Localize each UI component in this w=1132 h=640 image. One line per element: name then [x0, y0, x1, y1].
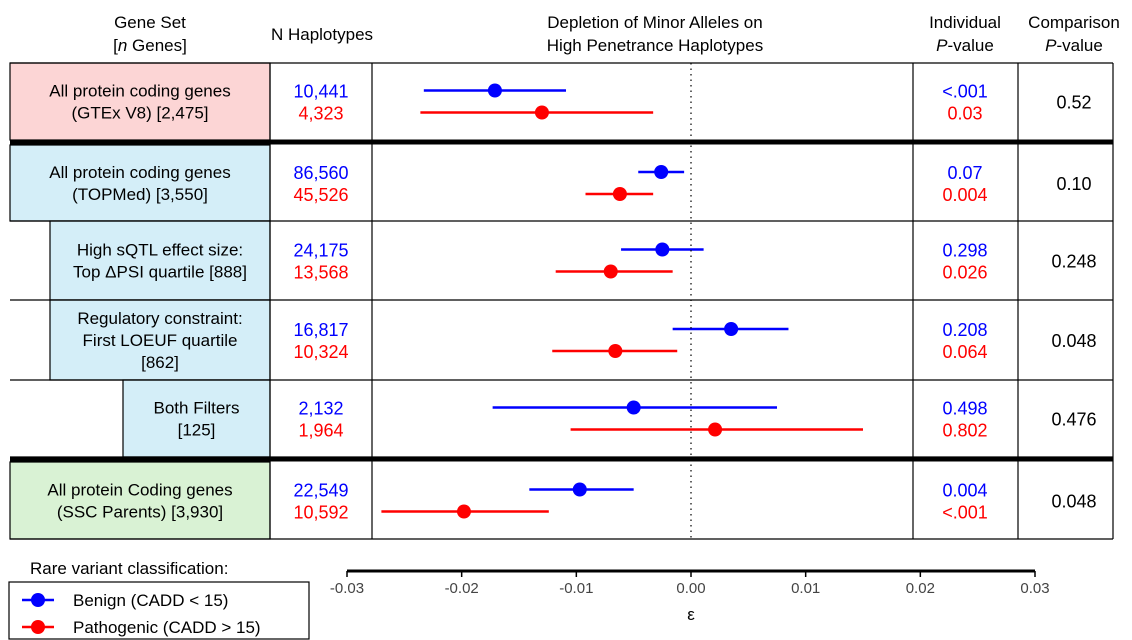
legend-key-point	[31, 593, 45, 607]
n-benign: 2,132	[298, 399, 343, 419]
gene-set-label: Top ΔPSI quartile [888]	[73, 263, 247, 282]
n-pathogenic: 1,964	[298, 421, 343, 441]
row-label-cell	[49, 220, 271, 301]
legend-box	[8, 581, 310, 640]
header-comparison: Comparison	[1028, 13, 1120, 32]
comparison-pvalue: 0.048	[1051, 331, 1096, 351]
pathogenic-point	[603, 264, 618, 279]
pvalue-pathogenic: 0.026	[942, 263, 987, 283]
benign-point	[626, 400, 641, 415]
x-tick-label: 0.02	[906, 580, 935, 597]
x-tick-label: 0.00	[676, 580, 705, 597]
row-label-cell	[49, 299, 271, 381]
benign-point	[572, 482, 587, 497]
gene-set-label: Both Filters	[154, 399, 240, 418]
n-benign: 22,549	[293, 481, 348, 501]
comparison-pvalue: 0.10	[1056, 174, 1091, 194]
pvalue-benign: 0.004	[942, 481, 987, 501]
legend-item: Benign (CADD < 15)	[73, 591, 228, 610]
row-label-cell	[9, 461, 271, 540]
pathogenic-point	[608, 344, 623, 358]
gene-set-label: (GTEx V8) [2,475]	[72, 104, 209, 123]
pvalue-benign: 0.498	[942, 399, 987, 419]
gene-set-label: All protein coding genes	[49, 82, 230, 101]
benign-point	[655, 242, 670, 257]
pathogenic-point	[456, 504, 471, 519]
benign-point	[487, 83, 502, 98]
benign-point	[654, 165, 669, 179]
n-benign: 86,560	[293, 163, 348, 183]
x-tick-label: -0.03	[330, 580, 364, 597]
n-pathogenic: 45,526	[293, 185, 348, 205]
comparison-pvalue: 0.248	[1051, 252, 1096, 272]
n-pathogenic: 10,592	[293, 503, 348, 523]
n-pathogenic: 13,568	[293, 263, 348, 283]
gene-set-label: [125]	[178, 421, 216, 440]
n-benign: 16,817	[293, 320, 348, 340]
pvalue-pathogenic: 0.064	[942, 342, 987, 362]
pvalue-pathogenic: 0.004	[942, 185, 987, 205]
x-tick-label: -0.01	[559, 580, 593, 597]
x-tick-label: 0.01	[791, 580, 820, 597]
gene-set-label: (TOPMed) [3,550]	[72, 185, 208, 204]
header-gene-set: Gene Set	[114, 13, 186, 32]
n-pathogenic: 4,323	[298, 104, 343, 124]
rows-layer: All protein coding genes (GTEx V8) [2,475…	[9, 62, 1097, 540]
row-label-cell	[9, 62, 271, 141]
header-gene-set-n: [n Genes]	[113, 36, 187, 55]
x-axis: -0.03 -0.02 -0.01 0.00 0.01 0.02 0.03 ε	[330, 569, 1050, 624]
row-label-cell	[122, 379, 271, 458]
gene-set-label: (SSC Parents) [3,930]	[57, 503, 223, 522]
x-axis-label: ε	[687, 605, 695, 624]
gene-set-label: High sQTL effect size:	[77, 241, 243, 260]
n-benign: 24,175	[293, 241, 348, 261]
gene-set-label: All protein coding genes	[49, 163, 230, 182]
x-tick-label: 0.03	[1020, 580, 1049, 597]
legend-title: Rare variant classification:	[30, 559, 228, 578]
gene-set-label: Regulatory constraint:	[77, 309, 242, 328]
legend: Rare variant classification: Benign (CADD…	[8, 559, 310, 640]
pvalue-pathogenic: 0.03	[947, 104, 982, 124]
legend-item: Pathogenic (CADD > 15)	[73, 618, 261, 637]
pvalue-pathogenic: 0.802	[942, 421, 987, 441]
pvalue-benign: 0.298	[942, 241, 987, 261]
header-depletion-line2: High Penetrance Haplotypes	[547, 36, 763, 55]
column-headers: Gene Set [n Genes] N Haplotypes Depletio…	[113, 13, 1120, 55]
x-tick-label: -0.02	[445, 580, 479, 597]
pathogenic-point	[708, 422, 723, 437]
header-n-haplotypes: N Haplotypes	[271, 25, 373, 44]
pvalue-benign: 0.208	[942, 320, 987, 340]
legend-key-point	[31, 620, 45, 634]
comparison-pvalue: 0.52	[1056, 93, 1091, 113]
gene-set-label: All protein Coding genes	[47, 481, 232, 500]
n-pathogenic: 10,324	[293, 342, 348, 362]
comparison-pvalue: 0.476	[1051, 410, 1096, 430]
n-benign: 10,441	[293, 82, 348, 102]
header-individual: Individual	[929, 13, 1001, 32]
pathogenic-point	[534, 105, 549, 120]
pathogenic-point	[612, 187, 627, 201]
header-individual-pvalue: P-value	[936, 36, 994, 55]
comparison-pvalue: 0.048	[1051, 492, 1096, 512]
pvalue-benign: 0.07	[947, 163, 982, 183]
gene-set-label: First LOEUF quartile	[83, 331, 238, 350]
table-grid	[10, 62, 1114, 540]
gene-set-label: [862]	[141, 353, 179, 372]
row-label-cell	[9, 144, 271, 222]
benign-point	[724, 322, 739, 336]
pvalue-benign: <.001	[942, 82, 988, 102]
header-comparison-pvalue: P-value	[1045, 36, 1103, 55]
header-depletion-line1: Depletion of Minor Alleles on	[547, 13, 762, 32]
pvalue-pathogenic: <.001	[942, 503, 988, 523]
